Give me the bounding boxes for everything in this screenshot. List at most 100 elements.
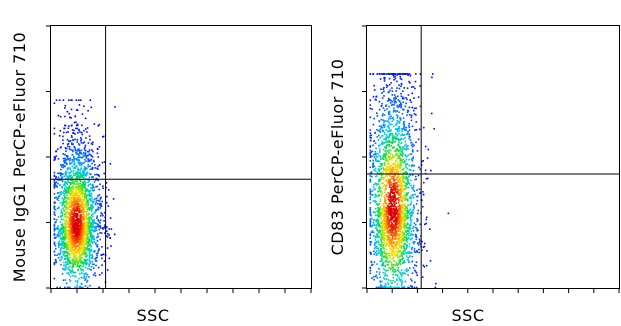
event-dot	[78, 198, 81, 201]
event-dot	[394, 269, 396, 271]
event-dot	[93, 212, 95, 215]
event-dot	[378, 236, 380, 238]
event-dot	[403, 180, 405, 183]
event-dot	[376, 171, 379, 174]
event-dot	[397, 149, 400, 152]
event-dot	[402, 168, 405, 170]
event-dot	[393, 102, 396, 104]
event-dot	[380, 254, 382, 256]
event-dot	[403, 123, 406, 126]
event-dot	[55, 150, 57, 153]
event-dot	[391, 123, 393, 126]
event-dot	[75, 213, 77, 215]
event-dot	[389, 201, 392, 203]
event-dot	[389, 155, 391, 158]
event-dot	[84, 169, 86, 171]
event-dot	[66, 138, 69, 141]
event-dot	[62, 166, 65, 169]
event-dot	[400, 162, 402, 164]
event-dot	[80, 211, 82, 214]
event-dot	[372, 263, 374, 266]
event-dot	[90, 214, 93, 217]
event-dot	[403, 223, 405, 225]
event-dot	[79, 189, 81, 191]
event-dot	[86, 221, 88, 224]
event-dot	[80, 231, 83, 233]
event-dot	[66, 257, 69, 260]
event-dot	[380, 217, 383, 220]
event-dot	[53, 133, 56, 135]
event-dot	[373, 165, 376, 168]
event-dot	[399, 116, 401, 119]
event-dot	[382, 271, 385, 274]
event-dot	[374, 196, 376, 199]
event-dot	[406, 268, 408, 270]
event-dot	[70, 189, 72, 192]
event-dot	[394, 281, 396, 283]
event-dot	[79, 214, 81, 217]
event-dot	[372, 219, 375, 222]
event-dot	[93, 241, 96, 243]
event-dot	[81, 133, 84, 136]
event-dot	[388, 134, 391, 137]
event-dot	[415, 141, 417, 144]
event-dot	[387, 124, 390, 127]
event-dot	[72, 182, 74, 185]
event-dot	[400, 247, 403, 249]
event-dot	[70, 205, 73, 207]
event-dot	[396, 219, 399, 222]
event-dot	[423, 126, 425, 129]
event-dot	[427, 177, 429, 180]
event-dot	[69, 254, 71, 256]
event-dot	[53, 175, 56, 177]
event-dot	[74, 133, 76, 135]
event-dot	[393, 155, 395, 158]
event-dot	[406, 207, 408, 210]
event-dot	[382, 107, 385, 109]
event-dot	[83, 277, 85, 279]
event-dot	[372, 164, 374, 167]
event-dot	[410, 215, 412, 217]
event-dot	[403, 87, 406, 89]
event-dot	[93, 250, 96, 253]
event-dot	[376, 247, 378, 249]
event-dot	[379, 151, 381, 154]
event-dot	[386, 120, 388, 122]
event-dot	[68, 125, 70, 127]
event-dot	[98, 248, 100, 250]
event-dot	[102, 135, 105, 138]
event-dot	[80, 189, 83, 191]
event-dot	[80, 269, 82, 271]
event-dot	[397, 237, 399, 239]
event-dot	[424, 242, 426, 245]
event-dot	[97, 233, 99, 235]
event-dot	[99, 202, 102, 205]
event-dot	[72, 225, 74, 227]
event-dot	[399, 227, 401, 229]
event-dot	[88, 198, 91, 201]
event-dot	[397, 175, 399, 178]
event-dot	[377, 267, 380, 270]
event-dot	[394, 196, 396, 198]
event-dot	[393, 184, 396, 186]
event-dot	[106, 230, 108, 232]
event-dot	[373, 140, 375, 142]
event-dot	[83, 238, 86, 240]
event-dot	[375, 147, 377, 150]
event-dot	[385, 274, 387, 276]
event-dot	[71, 159, 73, 161]
event-dot	[401, 153, 403, 155]
event-dot	[74, 172, 77, 175]
event-dot	[70, 237, 72, 240]
event-dot	[64, 255, 66, 257]
event-dot	[388, 224, 390, 226]
event-dot	[399, 230, 402, 232]
event-dot	[393, 205, 396, 207]
event-dot	[375, 203, 378, 205]
event-dot	[396, 247, 399, 249]
event-dot	[77, 175, 80, 177]
event-dot	[82, 269, 84, 271]
event-dot	[70, 262, 72, 264]
event-dot	[375, 200, 378, 203]
event-dot	[382, 286, 384, 289]
